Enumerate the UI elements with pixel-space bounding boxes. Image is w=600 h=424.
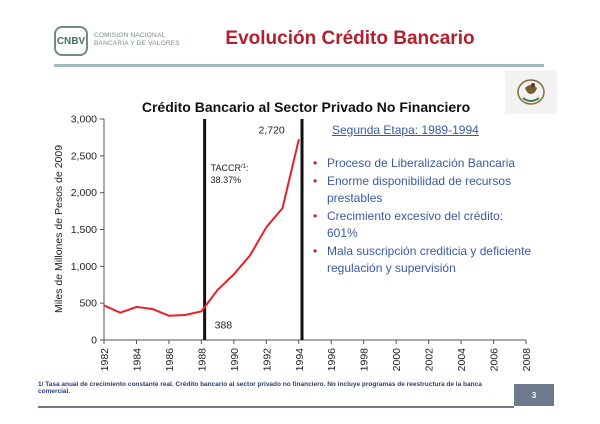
bullet-item: Crecimiento excesivo del crédito: 601% [305, 208, 537, 243]
y-tick-label: 2,000 [71, 187, 97, 199]
y-tick-label: 500 [79, 298, 97, 310]
y-tick-label: 3,000 [71, 114, 97, 126]
credit-data-point [216, 289, 219, 291]
chart-marks [103, 119, 304, 340]
logo-line-2: BANCARIA Y DE VALORES [94, 40, 180, 47]
start-value-label: 388 [215, 319, 233, 331]
stage-title: Segunda Etapa: 1989-1994 [332, 123, 479, 137]
credit-data-point [297, 138, 300, 141]
x-tick-label: 1998 [359, 348, 371, 372]
chart-annotations: 2,720 388 TACCR/1: 38.37% [211, 125, 285, 332]
credit-chart: Crédito Bancario al Sector Privado No Fi… [53, 99, 533, 372]
footnote: 1/ Tasa anual de crecimiento constante r… [38, 381, 482, 395]
x-tick-label: 2002 [424, 348, 436, 372]
bullet-item: Enorme disponibilidad de recursos presta… [305, 173, 537, 208]
x-tick-label: 1994 [294, 348, 306, 372]
credit-data-point [233, 273, 235, 276]
credit-data-point [119, 311, 122, 314]
credit-data-point [103, 304, 105, 307]
mexico-flag-icon [505, 70, 557, 114]
logo-text: COMISION NACIONAL BANCARIA Y DE VALORES [94, 32, 180, 48]
credit-data-point [151, 308, 154, 310]
chart-axes: 0 500 1,000 1,500 2,000 2,500 3,000 1982 1984 198… [71, 114, 533, 372]
taccr-label: TACCR/1: [211, 163, 249, 173]
x-tick-label: 2006 [489, 348, 501, 372]
credit-data-point [168, 314, 170, 317]
bullet-item: Proceso de Liberalización Bancaria [305, 155, 537, 173]
x-tick-label: 1992 [261, 348, 273, 372]
credit-data-point [184, 314, 186, 316]
x-tick-label: 1986 [164, 348, 176, 372]
slide-title: Evolución Crédito Bancario [225, 28, 475, 49]
x-tick-label: 2004 [456, 348, 468, 372]
page-number: 3 [514, 384, 554, 406]
x-tick-label: 2000 [391, 348, 403, 372]
y-tick-label: 1,000 [71, 261, 97, 273]
x-tick-label: 1984 [131, 348, 143, 372]
taccr-value: 38.37% [211, 175, 242, 185]
credit-data-point [265, 226, 268, 229]
chart-title: Crédito Bancario al Sector Privado No Fi… [142, 99, 470, 115]
logo-mark: CNBV [54, 26, 88, 56]
credit-data-point [281, 207, 284, 209]
bullet-item: Mala suscripción crediticia y deficiente… [305, 243, 537, 278]
peak-value-label: 2,720 [258, 125, 284, 137]
title-divider [54, 64, 544, 67]
y-tick-label: 0 [91, 335, 97, 347]
credit-data-point [135, 306, 138, 308]
cnbv-logo: CNBV COMISION NACIONAL BANCARIA Y DE VAL… [54, 24, 234, 62]
y-tick-label: 1,500 [71, 224, 97, 236]
y-tick-label: 2,500 [71, 150, 97, 162]
x-tick-label: 1990 [229, 348, 241, 372]
logo-line-1: COMISION NACIONAL [94, 32, 166, 39]
x-tick-label: 1996 [326, 348, 338, 372]
credit-series-line [103, 139, 300, 317]
stage-bullets: Proceso de Liberalización Bancaria Enorm… [305, 155, 537, 278]
x-tick-label: 1988 [196, 348, 208, 372]
credit-data-point [249, 254, 251, 257]
x-tick-label: 2008 [521, 348, 533, 372]
credit-data-point [200, 310, 203, 313]
y-axis-label: Miles de Millones de Pesos de 2009 [53, 145, 65, 313]
x-tick-label: 1982 [99, 348, 111, 372]
footer-divider [38, 406, 514, 408]
